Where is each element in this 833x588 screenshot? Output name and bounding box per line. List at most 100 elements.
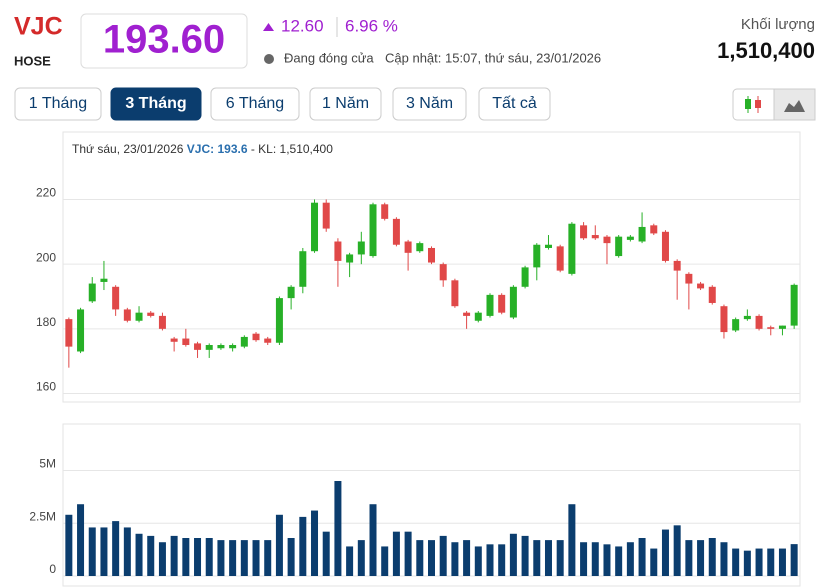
volume-bar — [88, 527, 96, 576]
candle-body — [509, 286, 517, 318]
volume-bar — [463, 540, 471, 576]
volume-label: Khối lượng — [741, 16, 815, 33]
volume-bar — [544, 540, 552, 576]
volume-bar — [533, 540, 541, 576]
volume-bar — [697, 540, 705, 576]
candle-body — [404, 241, 412, 253]
candle-body — [638, 226, 646, 242]
volume-bar — [580, 542, 588, 576]
candle-body — [661, 231, 669, 261]
volume-bar — [346, 546, 354, 576]
candle-body — [416, 243, 424, 252]
volume-bar — [638, 538, 646, 576]
candle-body — [65, 319, 73, 347]
volume-bar — [743, 550, 751, 576]
volume-bar — [568, 504, 576, 576]
range-button-label[interactable]: Tất cả — [492, 95, 537, 112]
volume-bar — [299, 516, 307, 576]
price-frame — [62, 131, 801, 403]
range-button-label[interactable]: 1 Tháng — [29, 95, 87, 112]
range-button-label[interactable]: 1 Năm — [322, 95, 369, 112]
volume-bar — [252, 540, 260, 576]
volume-bar — [123, 527, 131, 576]
candle-body — [369, 204, 377, 257]
candle-body — [322, 202, 330, 229]
candle-body — [287, 286, 295, 299]
symbol: VJC — [14, 13, 63, 41]
candle-body — [182, 338, 190, 346]
volume-bar — [474, 546, 482, 576]
volume-bar — [357, 540, 365, 576]
candle-body — [767, 327, 775, 329]
info-quote: VJC: 193.6 — [187, 142, 248, 156]
range-button[interactable] — [478, 87, 551, 121]
candle-body — [439, 264, 447, 281]
range-button-label[interactable]: 3 Tháng — [125, 95, 186, 112]
range-button[interactable] — [14, 87, 102, 121]
range-button[interactable] — [110, 87, 202, 121]
volume-bar — [755, 548, 763, 576]
range-button-label[interactable]: 3 Năm — [406, 95, 453, 112]
y-tick-label: 2.5M — [29, 509, 56, 523]
volume-frame — [62, 423, 801, 587]
volume-bar — [217, 540, 225, 576]
volume-bar — [509, 533, 517, 576]
candle-body — [357, 241, 365, 255]
area-toggle[interactable] — [773, 88, 816, 121]
candle-body — [743, 315, 751, 320]
candle-body — [147, 312, 155, 316]
range-button[interactable] — [210, 87, 300, 121]
volume-bar — [287, 538, 295, 576]
volume-bar — [626, 542, 634, 576]
volume-bar — [77, 504, 85, 576]
candle-body — [463, 312, 471, 316]
candle-body — [217, 345, 225, 349]
status-dot — [264, 54, 274, 64]
change-pct: 6.96 % — [345, 16, 398, 35]
candle-body — [451, 280, 459, 307]
candle-body — [100, 278, 108, 282]
range-button[interactable] — [392, 87, 467, 121]
volume-bar — [194, 538, 202, 576]
volume-bar — [778, 548, 786, 576]
candle-body — [311, 202, 319, 252]
volume-bar — [732, 548, 740, 576]
y-tick-label: 200 — [36, 250, 56, 264]
range-button-label[interactable]: 6 Tháng — [226, 95, 284, 112]
candle-body — [392, 218, 400, 245]
candle-body — [580, 225, 588, 239]
volume-bar — [311, 510, 319, 576]
volume-bar — [147, 535, 155, 576]
up-arrow — [263, 23, 274, 31]
y-tick-label: 180 — [36, 315, 56, 329]
volume-bar — [392, 531, 400, 576]
info-date-text: Thứ sáu, 23/01/2026 — [72, 142, 184, 156]
candle-body — [556, 246, 564, 271]
volume-bar — [135, 533, 143, 576]
candle-body — [264, 338, 272, 343]
candle-body — [158, 315, 166, 329]
chart-type-toggle[interactable] — [732, 88, 816, 121]
candle-body — [299, 251, 307, 287]
volume-bar — [229, 540, 237, 576]
volume-bar — [556, 540, 564, 576]
candle-body — [240, 336, 248, 347]
candle-body — [170, 338, 178, 342]
candle-body — [486, 294, 494, 316]
y-tick-label: 5M — [39, 457, 56, 471]
volume-bar — [650, 548, 658, 576]
candle-body — [708, 286, 716, 303]
range-button[interactable] — [309, 87, 382, 121]
y-tick-label: 160 — [36, 380, 56, 394]
candle-body — [673, 260, 681, 271]
change: 12.60 — [281, 16, 324, 35]
icon-body — [755, 100, 761, 108]
candle-body — [474, 312, 482, 321]
candle-body — [123, 309, 131, 321]
volume-bar — [369, 504, 377, 576]
volume-bar — [591, 542, 599, 576]
candle-body — [194, 343, 202, 350]
candle-body — [135, 312, 143, 321]
volume-bar — [240, 540, 248, 576]
